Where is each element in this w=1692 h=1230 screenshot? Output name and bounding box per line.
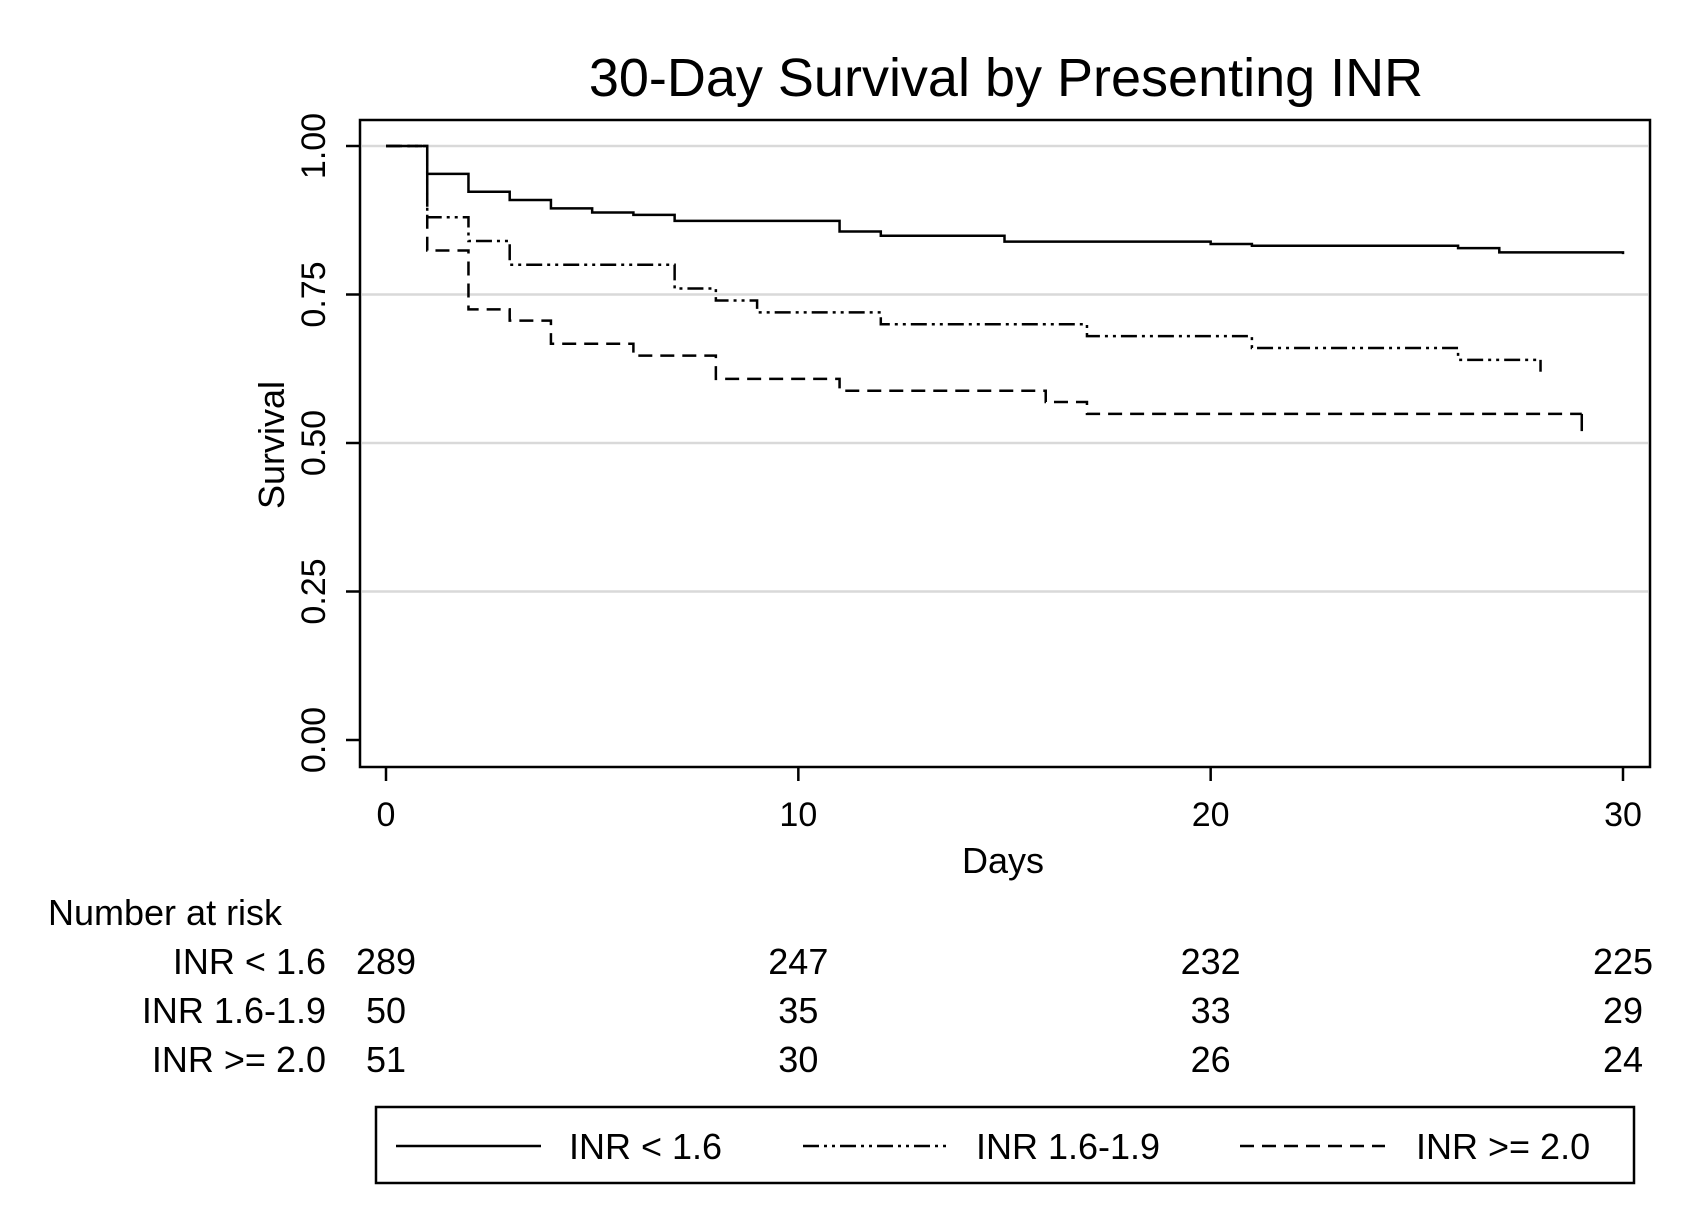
- legend-label-2: INR >= 2.0: [1416, 1126, 1590, 1167]
- series-lines: [386, 144, 1625, 432]
- risk-count: 225: [1593, 941, 1653, 982]
- gridlines: [362, 144, 1648, 593]
- series-line-2: [386, 144, 1582, 416]
- y-tick-label: 0.50: [295, 410, 333, 476]
- risk-table: INR < 1.6 289 247 232 225 INR 1.6-1.9 50 35 33 29…: [142, 941, 1653, 1080]
- risk-row-label: INR < 1.6: [173, 941, 326, 982]
- series-line-1: [386, 144, 1541, 362]
- chart-title: 30-Day Survival by Presenting INR: [589, 48, 1423, 108]
- risk-table-header: Number at risk: [48, 892, 283, 933]
- y-tick-label: 0.00: [295, 707, 333, 773]
- legend-label-0: INR < 1.6: [569, 1126, 722, 1167]
- legend: INR < 1.6 INR 1.6-1.9 INR >= 2.0: [396, 1126, 1590, 1167]
- risk-count: 289: [356, 941, 416, 982]
- legend-label-1: INR 1.6-1.9: [976, 1126, 1160, 1167]
- risk-row-label: INR >= 2.0: [152, 1039, 326, 1080]
- y-tick-label: 1.00: [295, 113, 333, 179]
- x-axis: 0 10 20 30: [377, 767, 1642, 834]
- y-axis-label: Survival: [251, 381, 292, 509]
- x-axis-label: Days: [962, 840, 1044, 881]
- risk-count: 26: [1191, 1039, 1231, 1080]
- risk-count: 29: [1603, 990, 1643, 1031]
- risk-count: 35: [778, 990, 818, 1031]
- x-tick-label: 20: [1192, 796, 1230, 834]
- risk-count: 33: [1191, 990, 1231, 1031]
- risk-row-label: INR 1.6-1.9: [142, 990, 326, 1031]
- risk-count: 50: [366, 990, 406, 1031]
- series-line-0: [386, 144, 1625, 255]
- risk-count: 24: [1603, 1039, 1643, 1080]
- y-tick-label: 0.25: [295, 558, 333, 624]
- y-tick-label: 0.75: [295, 261, 333, 327]
- risk-count: 232: [1181, 941, 1241, 982]
- x-tick-label: 30: [1604, 796, 1642, 834]
- x-tick-label: 10: [779, 796, 817, 834]
- risk-count: 51: [366, 1039, 406, 1080]
- x-tick-label: 0: [377, 796, 396, 834]
- y-axis: 0.00 0.25 0.50 0.75 1.00: [295, 113, 360, 773]
- risk-count: 30: [778, 1039, 818, 1080]
- risk-count: 247: [768, 941, 828, 982]
- legend-box: [374, 1105, 1636, 1185]
